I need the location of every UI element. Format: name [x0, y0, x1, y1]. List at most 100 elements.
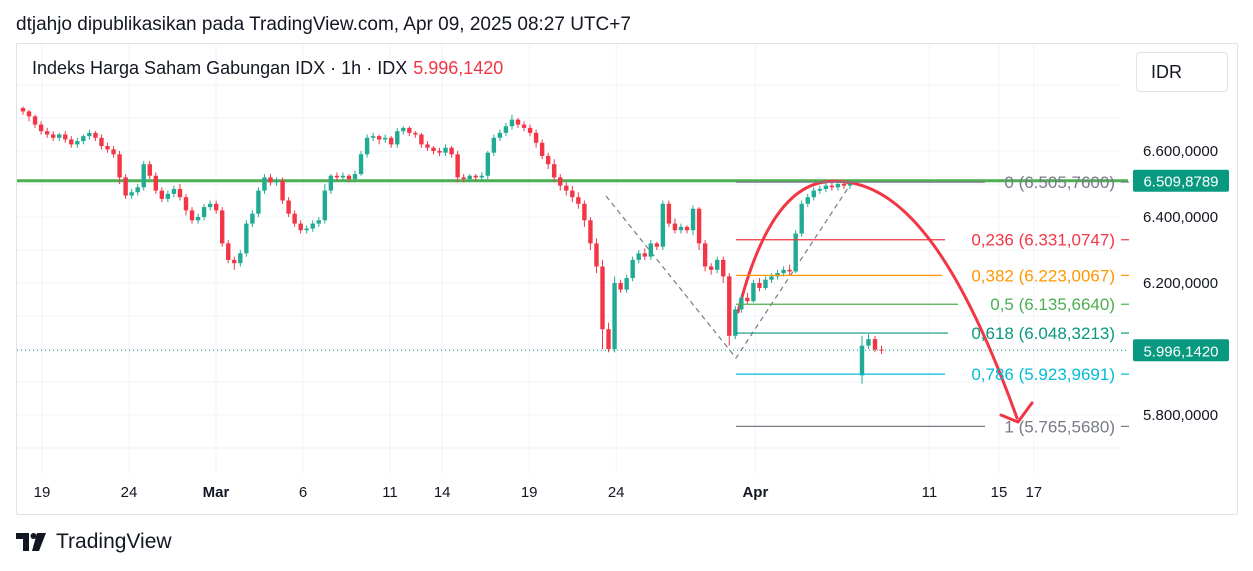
candle-body — [352, 174, 358, 180]
candle-body — [775, 273, 780, 277]
candle-body — [201, 207, 207, 217]
candle-body — [811, 190, 816, 198]
candle-body — [141, 164, 146, 188]
candle-body — [745, 297, 750, 302]
candle-body — [521, 124, 527, 128]
candle-body — [642, 253, 647, 257]
candle-body — [564, 185, 569, 191]
y-tick-label: 6.400,0000 — [1143, 209, 1218, 226]
candle-body — [660, 203, 666, 247]
candle-body — [799, 203, 804, 234]
candle-body — [135, 187, 140, 193]
candle-body — [473, 175, 478, 178]
candle-body — [879, 349, 884, 351]
candle-body — [714, 259, 720, 270]
candle-body — [207, 203, 213, 208]
candle-body — [431, 147, 436, 151]
candle-body — [159, 190, 165, 199]
candle-body — [696, 208, 702, 244]
candle-body — [310, 223, 315, 229]
candle-body — [552, 164, 557, 178]
candle-body — [684, 226, 690, 231]
candle-body — [449, 147, 454, 155]
candle-body — [455, 154, 460, 178]
tradingview-brand: TradingView — [56, 530, 172, 553]
candle-body — [485, 152, 491, 176]
candle-body — [328, 175, 334, 191]
candle-body — [99, 137, 104, 147]
candle-body — [708, 266, 714, 270]
candle-body — [304, 228, 309, 231]
candle-body — [672, 223, 678, 231]
candle-body — [105, 146, 110, 150]
candle-body — [401, 127, 406, 132]
x-tick-label: Apr — [742, 484, 768, 501]
candle-body — [213, 203, 219, 211]
candle-body — [558, 177, 563, 186]
candle-body — [153, 175, 159, 191]
x-tick-label: 14 — [434, 484, 451, 501]
currency-button[interactable]: IDR — [1136, 52, 1228, 92]
candle-body — [165, 193, 171, 199]
candle-body — [866, 339, 871, 346]
candle-body — [678, 226, 684, 231]
support-price-marker-box — [1133, 169, 1229, 192]
candle-body — [407, 127, 412, 133]
candle-body — [286, 200, 291, 214]
candle-body — [111, 149, 116, 155]
support-price-marker-label: 6.509,8789 — [1143, 174, 1218, 191]
candle-body — [630, 259, 635, 279]
fib-level-label: 0,786 (5.923,9691) — [971, 365, 1115, 384]
candle-body — [419, 134, 424, 145]
x-tick-label: 6 — [299, 484, 307, 501]
candle-body — [702, 243, 708, 267]
fibonacci-retracement[interactable]: 0 (6.505,7600) 0,236 (6.331,0747) 0,382 (6… — [736, 173, 1129, 436]
candle-body — [238, 253, 243, 264]
candle-body — [570, 190, 575, 198]
candle-body — [727, 276, 732, 336]
y-tick-label: 6.600,0000 — [1143, 143, 1218, 160]
candle-body — [147, 164, 152, 176]
candle-body — [44, 131, 50, 135]
candle-body — [509, 119, 515, 127]
candle-body — [87, 132, 92, 137]
candle-body — [117, 154, 122, 178]
grid — [17, 44, 1120, 474]
fib-level-label: 0,5 (6.135,6640) — [990, 295, 1115, 314]
candle-body — [588, 220, 593, 244]
candle-body — [358, 154, 364, 175]
x-tick-label: Mar — [203, 484, 230, 501]
x-tick-label: 15 — [991, 484, 1008, 501]
candle-body — [220, 210, 225, 244]
candle-body — [829, 185, 835, 188]
candle-body — [413, 132, 418, 135]
candles — [20, 106, 884, 384]
y-tick-label: 5.800,0000 — [1143, 407, 1218, 424]
x-tick-label: 24 — [608, 484, 625, 501]
candle-body — [847, 184, 853, 186]
candle-body — [841, 184, 847, 186]
candle-body — [26, 111, 32, 117]
symbol-title: Indeks Harga Saham Gabungan IDX · 1h · I… — [32, 58, 408, 78]
candle-body — [503, 126, 509, 133]
candle-body — [461, 177, 466, 180]
candle-body — [370, 136, 376, 138]
candle-body — [721, 259, 726, 277]
x-tick-label: 19 — [34, 484, 51, 501]
candle-body — [733, 309, 738, 336]
symbol-legend: Indeks Harga Saham Gabungan IDX · 1h · I… — [32, 58, 503, 79]
candle-body — [600, 266, 605, 330]
candle-body — [437, 151, 442, 153]
candle-body — [334, 175, 340, 178]
candle-body — [123, 177, 128, 196]
fib-level-label: 0 (6.505,7600) — [1004, 173, 1115, 192]
x-tick-label: 19 — [521, 484, 538, 501]
x-tick-label: 24 — [121, 484, 138, 501]
candle-body — [395, 131, 400, 145]
zigzag-trendline — [605, 184, 851, 360]
candle-body — [50, 134, 56, 138]
candle-body — [316, 220, 321, 224]
candle-body — [69, 139, 74, 145]
legend-price: 5.996,1420 — [413, 58, 504, 78]
